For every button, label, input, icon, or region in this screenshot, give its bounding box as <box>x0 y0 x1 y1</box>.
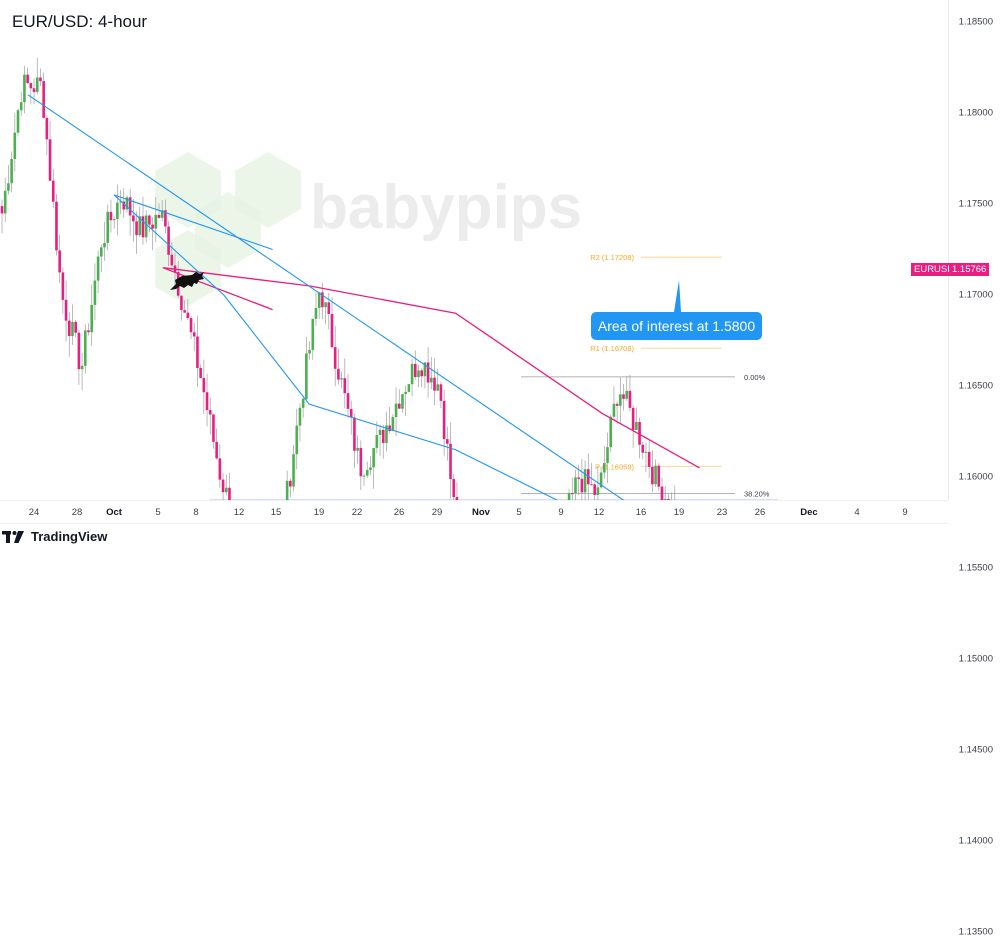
time-tick: 12 <box>233 507 245 518</box>
ma-fast-line <box>113 194 558 500</box>
price-tick: 1.18000 <box>958 107 993 119</box>
price-tick: 1.15000 <box>958 653 993 665</box>
descending-trendline[interactable] <box>27 94 782 500</box>
price-tick: 1.16500 <box>958 380 993 392</box>
bull-icon <box>170 272 204 290</box>
time-tick: 8 <box>193 507 199 518</box>
time-tick: 19 <box>313 507 325 518</box>
ma-slow-line <box>162 267 700 469</box>
price-chart-canvas[interactable]: babypips 0.00%38.20%50.00%61.80%100.00% … <box>0 0 948 500</box>
area-of-interest-callout: Area of interest at 1.5800 <box>591 312 762 340</box>
svg-text:babypips: babypips <box>310 173 582 242</box>
time-tick: 16 <box>635 507 647 518</box>
time-tick: 15 <box>270 507 282 518</box>
time-tick: 22 <box>351 507 363 518</box>
price-tick: 1.14500 <box>958 744 993 756</box>
svg-text:P (1.16059): P (1.16059) <box>595 462 635 471</box>
time-tick: 12 <box>593 507 605 518</box>
time-tick: Nov <box>472 507 490 518</box>
price-tick: 1.17000 <box>958 289 993 301</box>
callout-pointer <box>674 280 681 312</box>
area-of-interest-zone <box>210 498 778 500</box>
time-tick: Dec <box>800 507 818 518</box>
price-tick: 1.17500 <box>958 198 993 210</box>
time-axis[interactable]: 24 28 Oct 5 8 12 15 19 22 26 29 Nov 5 9 12 16 19 23 26 Dec 4… <box>0 500 948 524</box>
price-tick: 1.18500 <box>958 16 993 28</box>
time-tick: 23 <box>716 507 728 518</box>
price-tick: 1.15500 <box>958 562 993 574</box>
time-tick: 26 <box>754 507 766 518</box>
tradingview-logo[interactable]: TradingView <box>2 529 107 544</box>
time-tick: 26 <box>393 507 405 518</box>
time-tick: 9 <box>902 507 908 518</box>
price-tick: 1.14000 <box>958 835 993 847</box>
svg-text:R2 (1.17208): R2 (1.17208) <box>590 253 634 262</box>
time-tick: 24 <box>28 507 40 518</box>
fibonacci-retracement: 0.00%38.20%50.00%61.80%100.00% <box>521 373 770 498</box>
time-tick: Oct <box>106 507 122 518</box>
time-tick: 9 <box>558 507 564 518</box>
chart-title: EUR/USD: 4-hour <box>12 12 148 31</box>
current-symbol-tag: EURUSD <box>911 263 958 276</box>
time-tick: 19 <box>673 507 685 518</box>
tradingview-icon <box>2 530 24 543</box>
time-tick: 5 <box>155 507 161 518</box>
svg-text:R1 (1.16708): R1 (1.16708) <box>590 344 634 353</box>
price-axis[interactable]: 1.18500 1.18000 1.17500 1.17000 1.16500 1.160… <box>948 0 1000 938</box>
price-tick: 1.16000 <box>958 471 993 483</box>
candlesticks <box>0 57 676 500</box>
price-tick: 1.13500 <box>958 926 993 938</box>
time-tick: 29 <box>431 507 443 518</box>
svg-text:0.00%: 0.00% <box>744 373 766 382</box>
time-tick: 5 <box>516 507 522 518</box>
time-tick: 4 <box>854 507 860 518</box>
current-price-tag: 1.15766 <box>949 263 990 276</box>
babypips-watermark: babypips <box>155 152 582 306</box>
svg-text:38.20%: 38.20% <box>744 489 770 498</box>
time-tick: 28 <box>71 507 83 518</box>
tradingview-brand: TradingView <box>31 529 108 544</box>
